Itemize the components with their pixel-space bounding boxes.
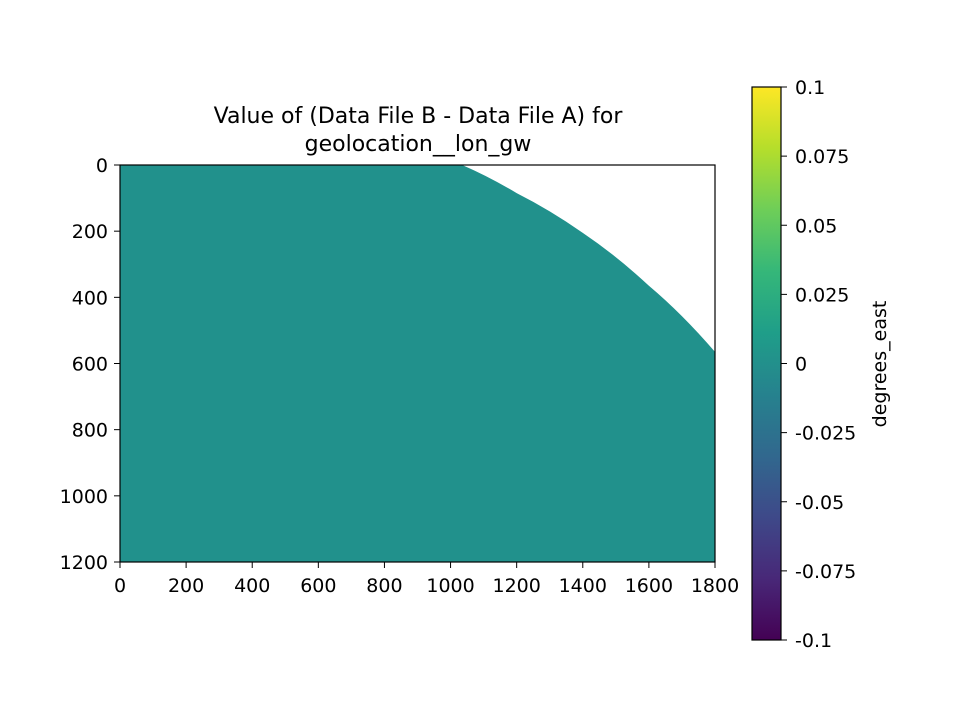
x-tick-label: 800 (366, 575, 402, 597)
y-tick-label: 600 (72, 354, 108, 376)
y-tick-label: 800 (72, 420, 108, 442)
colorbar-ticks: -0.1 -0.075 -0.05 -0.025 0 0.025 0.05 0.075 0.1 (781, 77, 856, 652)
heatmap-valid-data-region (120, 165, 715, 562)
x-tick-label: 1800 (691, 575, 739, 597)
y-axis-ticks: 0 200 400 600 800 1000 1200 (60, 155, 120, 574)
colorbar-tick-label: 0.025 (795, 284, 849, 306)
colorbar-tick-label: 0.075 (795, 146, 849, 168)
x-tick-label: 1600 (625, 575, 673, 597)
heatmap-plot-area (119, 164, 716, 563)
y-tick-label: 1200 (60, 552, 108, 574)
colorbar-label: degrees_east (869, 301, 891, 428)
colorbar-tick-label: 0.1 (795, 77, 825, 99)
y-tick-label: 0 (96, 155, 108, 177)
colorbar-gradient (751, 86, 782, 641)
chart-title: Value of (Data File B - Data File A) for… (214, 104, 624, 157)
y-tick-label: 200 (72, 221, 108, 243)
x-tick-label: 600 (300, 575, 336, 597)
chart-title-line-1: Value of (Data File B - Data File A) for (214, 104, 624, 129)
colorbar: -0.1-0.075-0.05-0.02500.0250.050.0750.1 … (751, 77, 891, 652)
x-axis-ticks: 0 200 400 600 800 1000 1200 1400 1600 1800 (114, 562, 739, 597)
x-tick-label: 1000 (426, 575, 474, 597)
x-tick-label: 0 (114, 575, 126, 597)
y-tick-label: 400 (72, 287, 108, 309)
colorbar-tick-label: -0.1 (795, 630, 832, 652)
x-tick-label: 200 (168, 575, 204, 597)
y-tick-label: 1000 (60, 486, 108, 508)
colorbar-tick-label: -0.025 (795, 423, 856, 445)
colorbar-tick-label: -0.05 (795, 492, 844, 514)
chart-title-line-2: geolocation__lon_gw (305, 132, 532, 157)
x-tick-label: 1400 (559, 575, 607, 597)
colorbar-tick-label: 0 (795, 354, 807, 376)
x-tick-label: 400 (234, 575, 270, 597)
colorbar-tick-label: -0.075 (795, 561, 856, 583)
colorbar-tick-label: 0.05 (795, 215, 837, 237)
x-tick-label: 1200 (492, 575, 540, 597)
